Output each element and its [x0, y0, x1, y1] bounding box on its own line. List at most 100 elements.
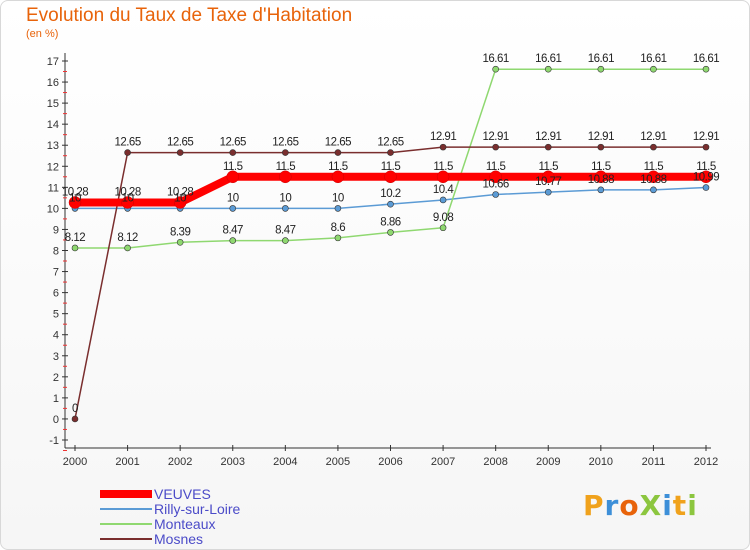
y-tick-label: 9 — [53, 224, 59, 236]
data-label: 10 — [174, 192, 186, 204]
data-label: 10 — [69, 192, 81, 204]
data-point — [544, 143, 552, 151]
legend-item: Mosnes — [100, 530, 240, 547]
data-label: 12.65 — [377, 137, 403, 149]
data-label: 12.91 — [693, 131, 719, 143]
data-label: 16.61 — [640, 53, 666, 65]
data-label: 11.5 — [591, 161, 611, 173]
data-point — [331, 170, 345, 184]
y-tick-label: 11 — [48, 182, 59, 194]
y-tick-label: 10 — [47, 203, 59, 215]
data-label: 12.65 — [220, 137, 246, 149]
data-point — [650, 186, 657, 194]
data-point — [124, 149, 131, 156]
data-label: 10 — [122, 192, 134, 204]
data-label: 10 — [279, 192, 291, 204]
logo-letter: X — [639, 489, 663, 522]
logo-letter: o — [619, 489, 640, 522]
data-point — [279, 170, 292, 184]
data-point — [387, 149, 394, 156]
x-tick-label: 2006 — [378, 456, 402, 468]
data-point — [384, 170, 397, 184]
data-point — [594, 170, 608, 184]
data-point — [229, 237, 237, 244]
logo-letter: t — [672, 489, 688, 522]
data-label: 10.2 — [380, 188, 400, 200]
data-point — [544, 65, 552, 73]
data-label: 10.88 — [588, 174, 614, 186]
data-point — [387, 200, 394, 208]
data-label: 8.6 — [331, 222, 346, 234]
y-tick-label: 8 — [53, 246, 59, 258]
y-tick-label: 7 — [53, 267, 59, 279]
data-point — [650, 65, 657, 73]
y-tick-label: 17 — [47, 56, 59, 68]
data-point — [492, 191, 499, 198]
data-label: 12.65 — [272, 137, 298, 149]
data-point — [597, 65, 605, 73]
data-label: 10.28 — [114, 186, 140, 198]
legend-label: Monteaux — [154, 515, 216, 532]
data-point — [334, 234, 342, 242]
data-label: 9.08 — [433, 212, 453, 224]
data-point — [702, 184, 710, 191]
data-point — [226, 170, 239, 184]
data-point — [647, 170, 660, 184]
x-tick-label: 2010 — [589, 456, 613, 468]
legend-label: VEUVES — [154, 485, 211, 502]
y-tick-label: -1 — [49, 435, 59, 447]
y-tick-label: 5 — [53, 309, 59, 321]
data-point — [229, 205, 237, 212]
data-label: 10.28 — [62, 186, 88, 198]
data-point — [436, 170, 450, 184]
data-label: 12.91 — [483, 131, 509, 143]
data-point — [334, 205, 342, 212]
data-label: 12.65 — [167, 137, 193, 149]
legend-swatch — [100, 489, 152, 498]
chart-subtitle: (en %) — [26, 28, 59, 40]
data-label: 12.65 — [114, 137, 140, 149]
legend-item: VEUVES — [100, 485, 240, 502]
y-tick-label: 2 — [53, 372, 59, 384]
data-label: 8.12 — [65, 232, 85, 244]
y-tick-label: 16 — [47, 77, 59, 89]
data-label: 11.5 — [696, 161, 716, 173]
data-label: 11.5 — [644, 161, 664, 173]
legend-swatch — [100, 522, 152, 525]
data-point — [699, 170, 713, 184]
data-label: 16.61 — [483, 53, 509, 65]
x-tick-label: 2000 — [63, 456, 87, 468]
data-point — [282, 205, 289, 212]
data-label: 8.12 — [117, 232, 137, 244]
data-label: 11.5 — [328, 161, 348, 173]
data-label: 16.61 — [535, 53, 561, 65]
data-point — [176, 238, 184, 246]
data-point — [176, 149, 184, 156]
data-point — [702, 65, 710, 73]
data-point — [71, 415, 79, 423]
data-label: 16.61 — [693, 53, 719, 65]
data-label: 11.5 — [538, 161, 558, 173]
legend-label: Mosnes — [154, 530, 204, 547]
x-tick-label: 2001 — [115, 456, 139, 468]
data-label: 8.47 — [223, 225, 243, 237]
y-tick-label: 6 — [53, 288, 59, 300]
data-label: 11.5 — [381, 161, 401, 173]
chart-title: Evolution du Taux de Taxe d'Habitation — [26, 5, 353, 26]
logo-letter: r — [604, 489, 620, 522]
legend-swatch — [100, 507, 152, 510]
data-point — [489, 170, 502, 184]
legend-label: Rilly-sur-Loire — [154, 500, 241, 517]
logo-letter: P — [583, 489, 605, 522]
x-tick-label: 2003 — [221, 456, 245, 468]
x-tick-label: 2008 — [483, 456, 507, 468]
x-tick-label: 2009 — [536, 456, 560, 468]
chart-legend: VEUVES Rilly-sur-Loire Monteaux Mosnes — [100, 485, 241, 547]
data-label: 12.91 — [640, 131, 666, 143]
data-label: 8.39 — [170, 226, 190, 238]
legend-swatch — [100, 537, 152, 540]
data-point — [597, 186, 605, 194]
data-point — [544, 188, 552, 196]
